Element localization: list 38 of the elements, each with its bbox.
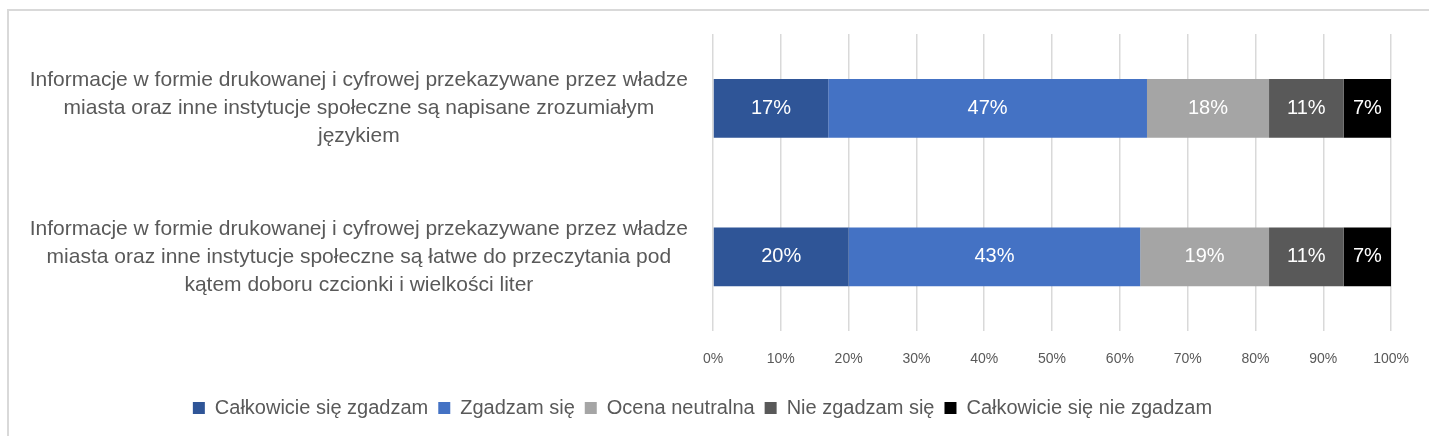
data-label: 11% bbox=[1287, 244, 1326, 267]
data-label: 43% bbox=[974, 244, 1015, 267]
bar bbox=[828, 78, 1147, 138]
bar bbox=[713, 227, 849, 287]
x-tick-label: 60% bbox=[1105, 350, 1134, 367]
x-tick-label: 50% bbox=[1038, 350, 1067, 367]
x-tick-label: 30% bbox=[902, 350, 931, 367]
x-tick-label: 40% bbox=[970, 350, 999, 367]
data-label: 7% bbox=[1352, 244, 1383, 267]
x-tick-label: 0% bbox=[702, 350, 724, 367]
legend-label: Zgadzam się bbox=[460, 395, 575, 418]
legend-label: Całkowicie się zgadzam bbox=[214, 395, 429, 418]
x-tick-label: 100% bbox=[1373, 350, 1409, 367]
bar bbox=[848, 227, 1141, 287]
legend-label: Całkowicie się nie zgadzam bbox=[966, 395, 1213, 418]
bar bbox=[1269, 227, 1344, 287]
data-label: 47% bbox=[967, 95, 1008, 118]
data-label: 18% bbox=[1187, 95, 1229, 118]
y-tick-label: Informacje w formie drukowanej i cyfrowej przekazywane przez władze miasta oraz inne instytucje społeczne są łatwe do przeczytania pod kątem doboru czcionki i wielkości liter bbox=[29, 215, 688, 295]
bar bbox=[1343, 78, 1392, 138]
bar bbox=[1343, 227, 1392, 287]
data-label: 19% bbox=[1184, 244, 1225, 267]
x-tick-label: 80% bbox=[1241, 350, 1270, 367]
bar bbox=[1140, 227, 1270, 287]
bar bbox=[713, 78, 829, 138]
x-tick-label: 90% bbox=[1309, 350, 1338, 367]
legend-label: Ocena neutralna bbox=[606, 395, 756, 418]
data-label: 17% bbox=[751, 95, 792, 118]
data-label: 20% bbox=[761, 244, 802, 267]
data-label: 11% bbox=[1287, 95, 1326, 118]
bar bbox=[1269, 78, 1344, 138]
bar bbox=[1146, 78, 1270, 138]
data-label: 7% bbox=[1352, 95, 1383, 118]
x-tick-label: 70% bbox=[1173, 350, 1202, 367]
x-tick-label: 20% bbox=[834, 350, 863, 367]
x-tick-label: 10% bbox=[766, 350, 795, 367]
legend-label: Nie zgadzam się bbox=[786, 395, 935, 418]
y-tick-label: Informacje w formie drukowanej i cyfrowej przekazywane przez władze miasta oraz inne instytucje społeczne są napisane zrozumiałym językiem bbox=[29, 67, 688, 147]
